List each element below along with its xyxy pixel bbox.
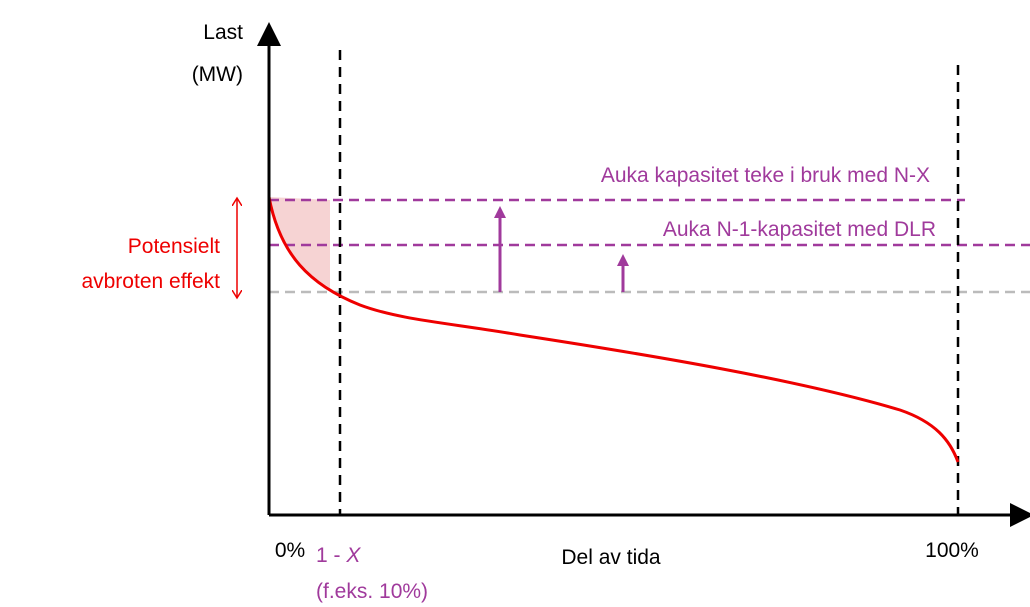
x-start: 0% — [275, 539, 305, 562]
upper-label: Auka kapasitet teke i bruk med N-X — [601, 164, 930, 187]
marker-label: 1 - X — [316, 544, 361, 567]
marker-note: (f.eks. 10%) — [316, 580, 428, 603]
load-curve — [267, 196, 960, 463]
y-label: (MW) — [192, 63, 243, 86]
left-note: Potensielt — [128, 235, 220, 258]
lower-label: Auka N-1-kapasitet med DLR — [663, 218, 936, 241]
x-end: 100% — [925, 539, 979, 562]
marker-label-var: X — [345, 544, 361, 567]
shaded-area — [269, 197, 330, 288]
left-note: avbroten effekt — [81, 270, 220, 293]
x-label: Del av tida — [561, 546, 661, 569]
marker-label-text: 1 - — [316, 544, 346, 567]
y-label: Last — [203, 21, 243, 44]
